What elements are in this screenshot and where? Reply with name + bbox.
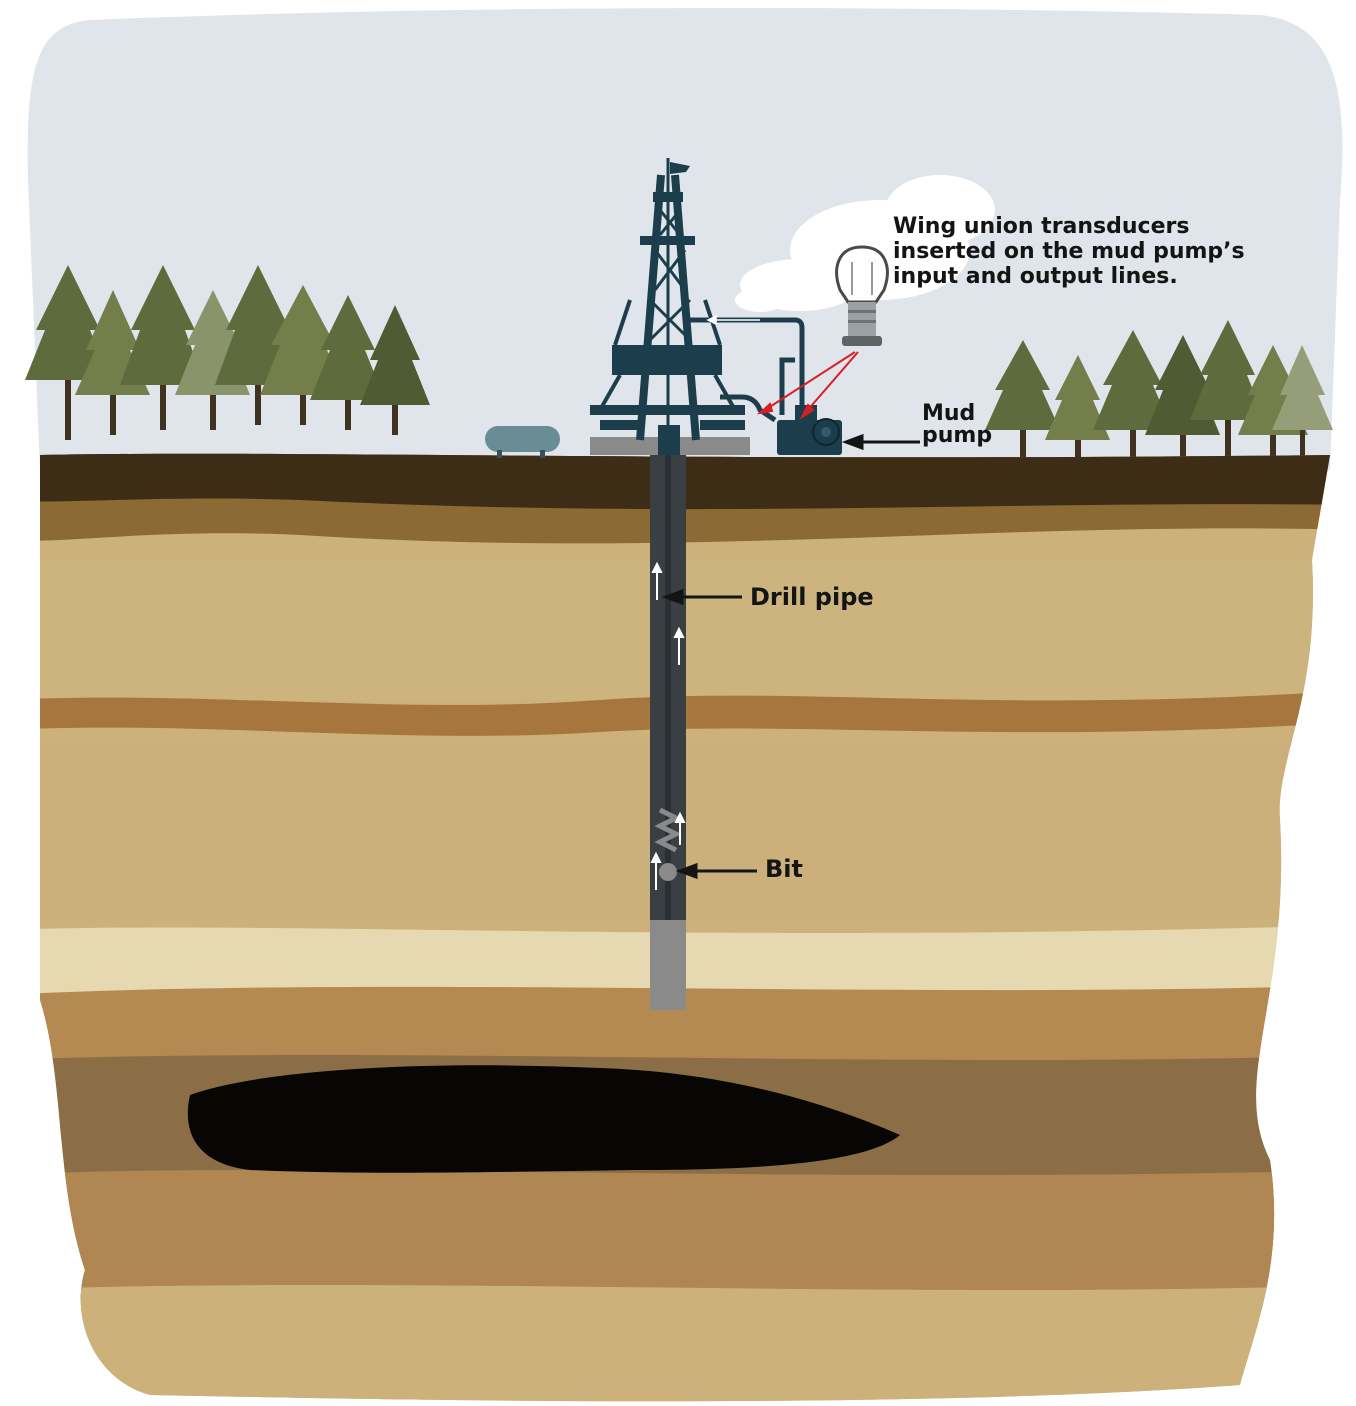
trees-left [25, 265, 430, 440]
mud-lines [690, 317, 805, 423]
cloud [735, 175, 995, 312]
transducer-icon [835, 245, 889, 346]
transducer-label-line1: Wing union transducers [893, 214, 1190, 239]
drill-pipe-label: Drill pipe [750, 583, 874, 611]
drilling-rig [590, 158, 750, 455]
mud-pump-label-line2: pump [922, 423, 993, 448]
transducer-label-line3: input and output lines. [893, 264, 1178, 289]
oil-reservoir [187, 1065, 900, 1173]
storage-tank [485, 426, 560, 458]
flow-arrows-lines [706, 314, 760, 326]
drill-pipe [650, 455, 686, 1010]
label-arrows [661, 433, 920, 880]
trees-right [985, 320, 1333, 465]
bit-label: Bit [765, 855, 803, 883]
transducer-label: Wing union transducers inserted on the m… [893, 214, 1245, 289]
mud-pump-label-line1: Mud [922, 401, 976, 426]
sensor-leader-lines [756, 351, 859, 420]
transducer-label-line2: inserted on the mud pump’s [893, 239, 1245, 264]
mud-pump-label: Mud pump [922, 403, 992, 447]
pipe-flow-arrows [650, 561, 686, 890]
